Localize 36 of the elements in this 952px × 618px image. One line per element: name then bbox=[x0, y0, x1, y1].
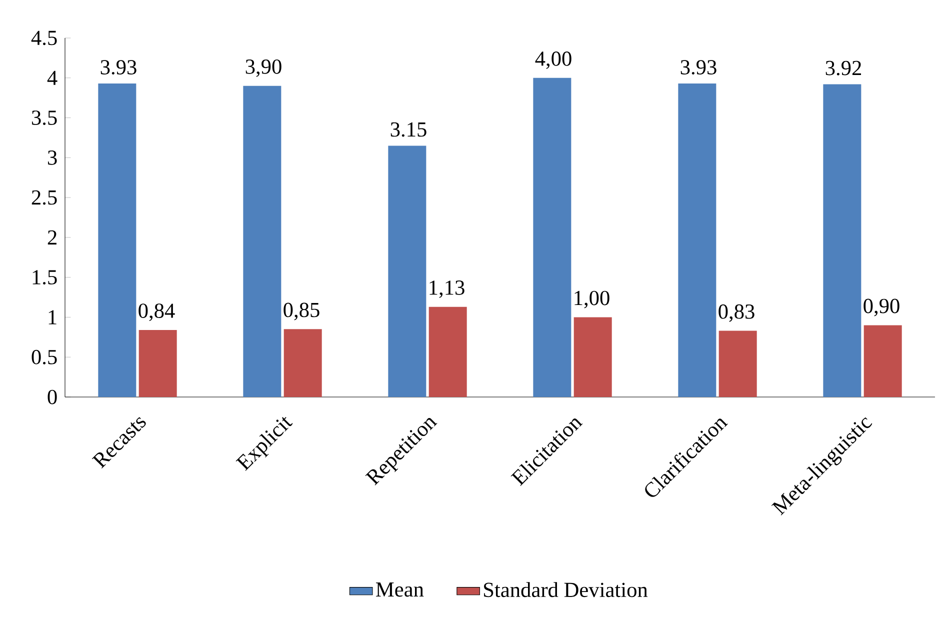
bar bbox=[718, 330, 757, 398]
bar bbox=[138, 330, 177, 398]
bar bbox=[533, 78, 572, 398]
y-tick-label: 2.5 bbox=[32, 190, 57, 205]
legend-label: Standard Deviation bbox=[484, 582, 648, 598]
bar bbox=[823, 84, 862, 398]
y-tick-label: 2 bbox=[48, 230, 56, 245]
data-label: 0,85 bbox=[284, 302, 320, 320]
y-tick-label: 4 bbox=[47, 70, 58, 85]
data-label: 3.92 bbox=[826, 60, 861, 76]
data-label: 3,90 bbox=[246, 59, 282, 77]
y-tick-label: 1 bbox=[48, 310, 56, 324]
bar bbox=[678, 83, 716, 398]
data-label: 1,00 bbox=[574, 290, 610, 308]
y-tick-label: 3 bbox=[48, 150, 57, 165]
data-label: 4,00 bbox=[535, 51, 572, 69]
y-tick-label: 4.5 bbox=[31, 30, 57, 46]
data-label: 3.93 bbox=[100, 60, 136, 75]
data-label: 3.93 bbox=[680, 60, 716, 75]
bar bbox=[864, 325, 902, 398]
bar bbox=[98, 83, 136, 398]
y-tick-label: 3.5 bbox=[32, 110, 57, 125]
data-label: 0,90 bbox=[864, 298, 900, 316]
bar bbox=[243, 86, 282, 398]
bar bbox=[574, 317, 612, 398]
bar bbox=[388, 146, 426, 398]
y-tick-label: 0.5 bbox=[32, 350, 57, 364]
legend-label: Mean bbox=[376, 582, 424, 597]
bar bbox=[428, 306, 467, 398]
y-tick-label: 1.5 bbox=[32, 270, 57, 285]
data-label: 0,84 bbox=[138, 304, 175, 322]
data-label: 0,83 bbox=[718, 304, 754, 322]
bar bbox=[284, 329, 322, 398]
data-label: 3.15 bbox=[390, 122, 426, 137]
y-tick-label: 0 bbox=[48, 390, 57, 404]
data-label: 1,13 bbox=[430, 280, 464, 298]
